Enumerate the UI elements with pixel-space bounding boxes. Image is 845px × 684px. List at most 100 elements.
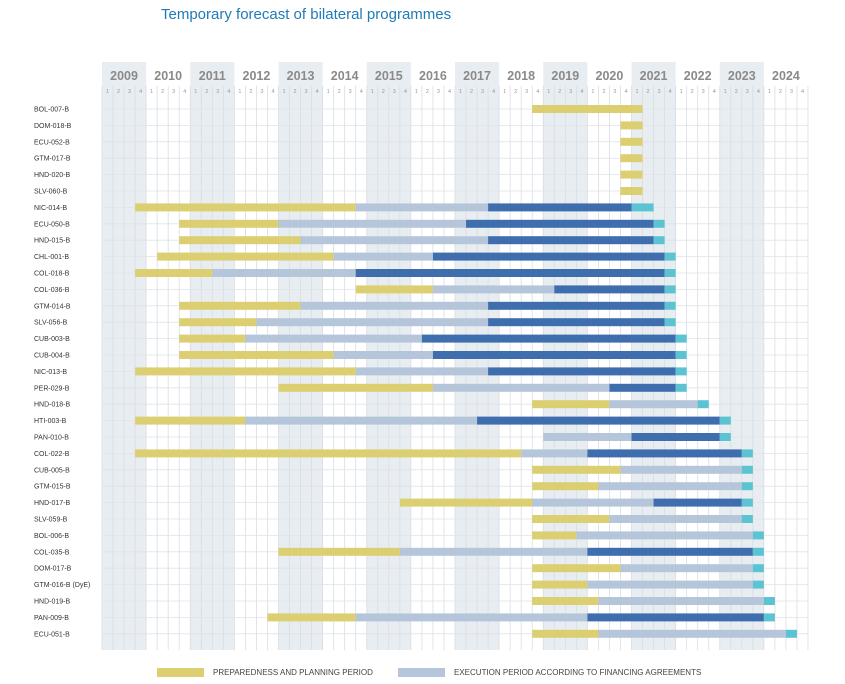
bar-dark bbox=[587, 449, 742, 458]
bar-prep bbox=[532, 531, 577, 540]
year-label: 2024 bbox=[772, 69, 800, 83]
bar-exec bbox=[399, 547, 588, 556]
bar-prep bbox=[620, 137, 643, 146]
row-label: PER-029-B bbox=[34, 385, 70, 392]
row-label: ECU-051-B bbox=[34, 631, 70, 638]
bar-ext bbox=[664, 269, 676, 277]
year-label: 2018 bbox=[507, 69, 535, 83]
row-label: HND-017-B bbox=[34, 500, 71, 507]
bar-prep bbox=[532, 515, 610, 523]
quarter-label: 1 bbox=[150, 89, 153, 95]
year-label: 2010 bbox=[154, 69, 182, 83]
bar-dark bbox=[432, 351, 676, 359]
quarter-label: 2 bbox=[514, 89, 517, 95]
quarter-label: 4 bbox=[448, 89, 451, 95]
bar-exec bbox=[598, 629, 786, 638]
bar-prep bbox=[620, 187, 643, 195]
quarter-label: 2 bbox=[161, 89, 164, 95]
year-label: 2014 bbox=[331, 69, 359, 83]
bar-prep bbox=[532, 597, 599, 605]
year-label: 2022 bbox=[684, 69, 712, 83]
bar-ext bbox=[664, 318, 676, 327]
quarter-label: 3 bbox=[172, 89, 175, 95]
bar-prep bbox=[532, 400, 610, 409]
year-label: 2009 bbox=[110, 69, 138, 83]
row-label: PAN-009-B bbox=[34, 615, 69, 622]
row-label: COL-036-B bbox=[34, 287, 70, 294]
row-label: DOM-018-B bbox=[34, 123, 72, 130]
year-label: 2012 bbox=[243, 69, 271, 83]
quarter-label: 4 bbox=[227, 89, 230, 95]
quarter-label: 4 bbox=[669, 89, 672, 95]
quarter-label: 2 bbox=[382, 89, 385, 95]
bar-dark bbox=[587, 547, 753, 556]
bar-prep bbox=[278, 547, 400, 556]
row-label: COL-035-B bbox=[34, 549, 70, 556]
bar-dark bbox=[631, 433, 720, 441]
bar-ext bbox=[763, 613, 775, 622]
quarter-label: 1 bbox=[106, 89, 109, 95]
quarter-label: 3 bbox=[393, 89, 396, 95]
quarter-label: 1 bbox=[635, 89, 638, 95]
row-label: SLV-056-B bbox=[34, 320, 68, 327]
bar-ext bbox=[653, 219, 665, 228]
bar-prep bbox=[179, 301, 301, 310]
quarter-label: 1 bbox=[282, 89, 285, 95]
year-label: 2013 bbox=[287, 69, 315, 83]
bar-prep bbox=[135, 269, 213, 277]
bar-ext bbox=[763, 597, 775, 605]
quarter-label: 2 bbox=[117, 89, 120, 95]
quarter-label: 3 bbox=[349, 89, 352, 95]
quarter-label: 4 bbox=[404, 89, 407, 95]
quarter-label: 4 bbox=[316, 89, 319, 95]
bar-exec bbox=[620, 564, 753, 573]
bar-prep bbox=[179, 334, 246, 343]
bar-prep bbox=[179, 219, 279, 228]
bar-prep bbox=[532, 482, 599, 491]
row-label: HND-015-B bbox=[34, 238, 71, 245]
bar-exec bbox=[245, 416, 478, 425]
bar-dark bbox=[653, 498, 742, 507]
quarter-label: 3 bbox=[702, 89, 705, 95]
bar-prep bbox=[532, 580, 588, 589]
quarter-label: 4 bbox=[492, 89, 495, 95]
row-label: HTI-003-B bbox=[34, 418, 67, 425]
quarter-label: 4 bbox=[536, 89, 539, 95]
bar-prep bbox=[399, 498, 533, 507]
quarter-label: 2 bbox=[294, 89, 297, 95]
year-label: 2011 bbox=[199, 69, 226, 83]
bar-ext bbox=[741, 465, 753, 474]
bar-exec bbox=[576, 531, 753, 540]
bar-prep bbox=[278, 383, 433, 392]
quarter-label: 1 bbox=[371, 89, 374, 95]
year-label: 2015 bbox=[375, 69, 403, 83]
quarter-label: 2 bbox=[205, 89, 208, 95]
quarter-label: 4 bbox=[624, 89, 627, 95]
bar-exec bbox=[432, 383, 610, 392]
bar-exec bbox=[300, 301, 489, 310]
bar-prep bbox=[355, 285, 433, 294]
bar-dark bbox=[554, 285, 665, 294]
bar-prep bbox=[532, 465, 621, 474]
bar-dark bbox=[488, 301, 665, 310]
bar-exec bbox=[333, 351, 433, 359]
quarter-label: 1 bbox=[547, 89, 550, 95]
quarter-label: 1 bbox=[724, 89, 727, 95]
quarter-label: 4 bbox=[139, 89, 142, 95]
bar-exec bbox=[598, 597, 764, 605]
row-label: ECU-052-B bbox=[34, 139, 70, 146]
legend-swatch-prep bbox=[157, 668, 204, 677]
bar-dark bbox=[477, 416, 720, 425]
quarter-label: 2 bbox=[779, 89, 782, 95]
bar-exec bbox=[355, 203, 489, 212]
bar-dark bbox=[488, 236, 654, 245]
bar-exec bbox=[355, 367, 489, 376]
bar-dark bbox=[609, 383, 676, 392]
bar-prep bbox=[620, 121, 643, 130]
bar-ext bbox=[752, 531, 764, 540]
quarter-label: 4 bbox=[183, 89, 186, 95]
row-label: CUB-005-B bbox=[34, 467, 70, 474]
row-label: HND-018-B bbox=[34, 402, 71, 409]
quarter-label: 1 bbox=[238, 89, 241, 95]
